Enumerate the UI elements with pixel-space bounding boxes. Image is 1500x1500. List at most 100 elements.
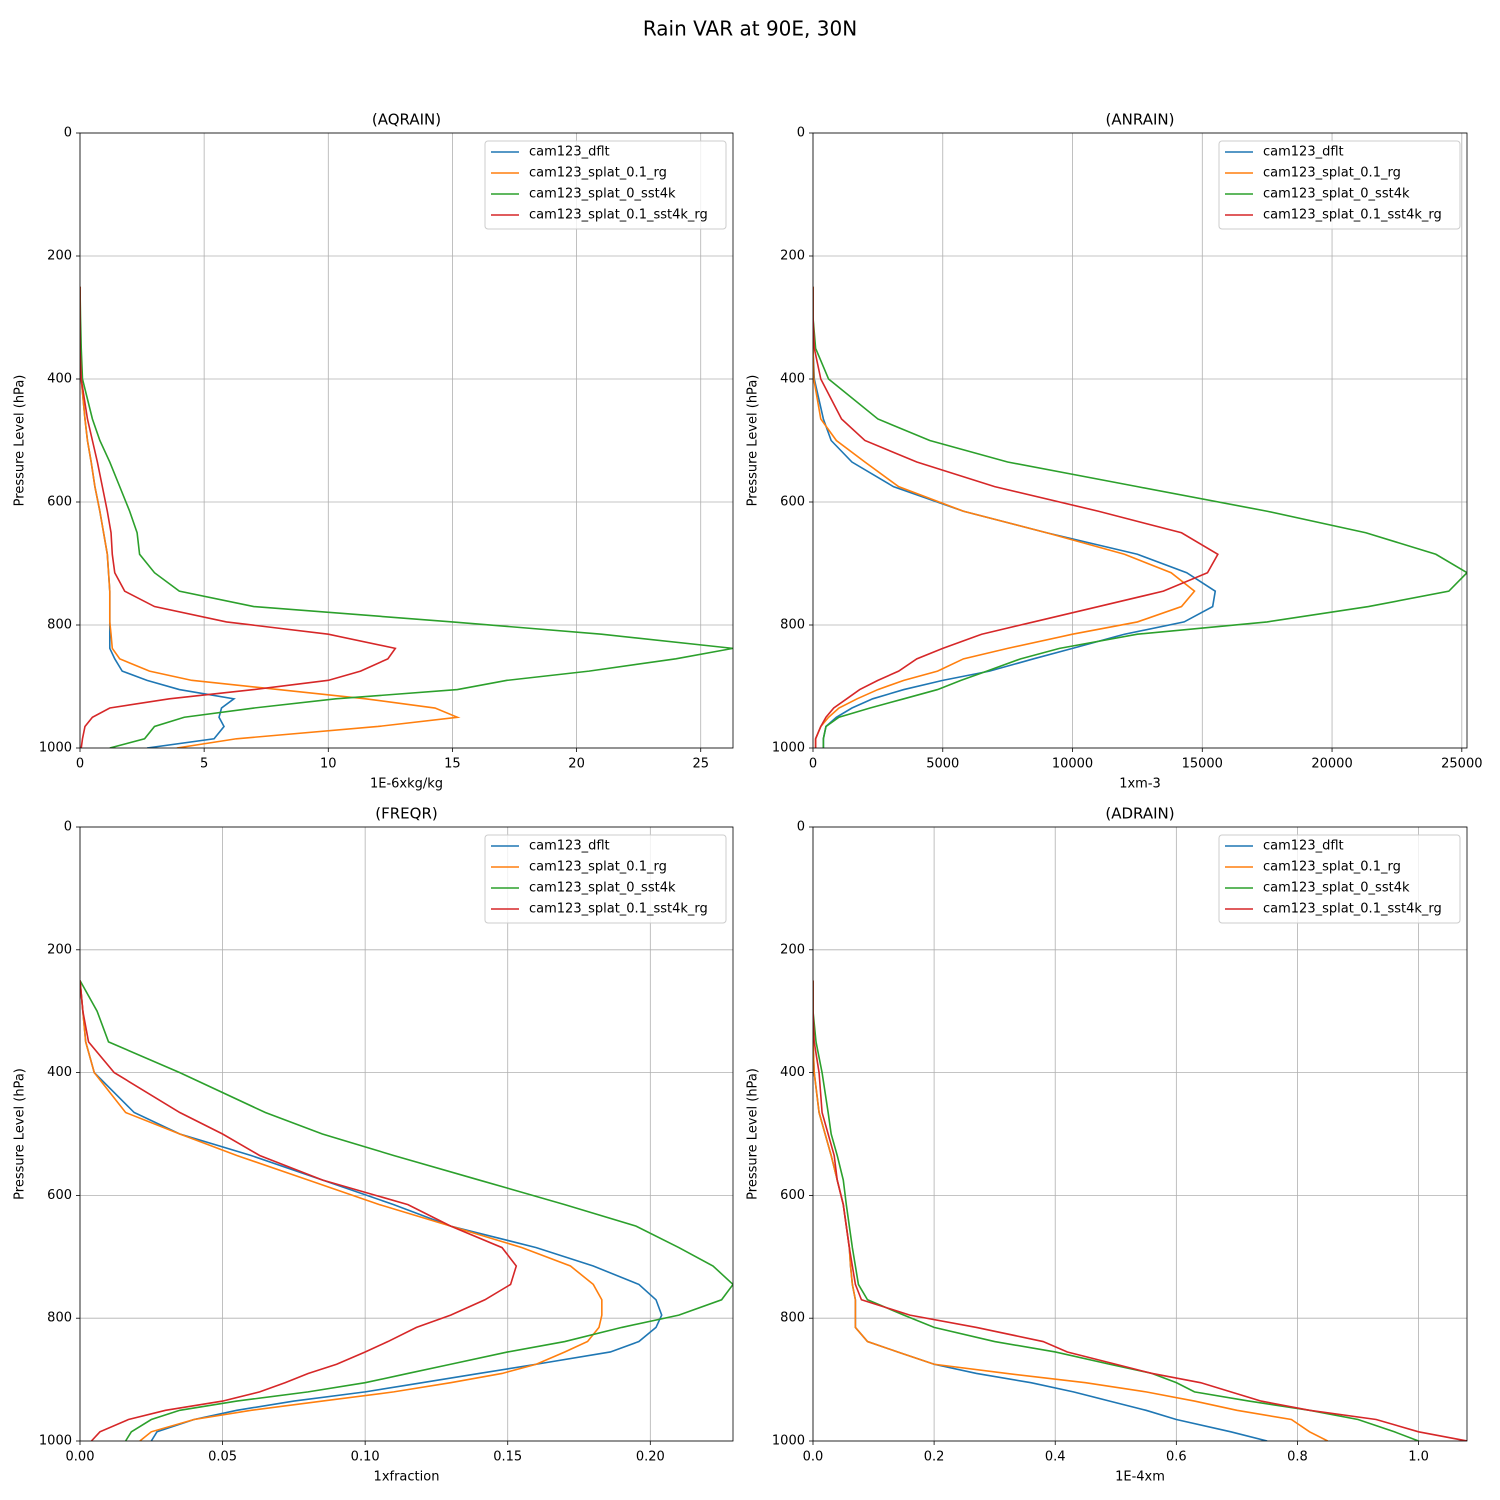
y-tick-label: 400 — [47, 1065, 72, 1080]
plot-area — [80, 286, 733, 748]
subplot-title: (FREQR) — [375, 805, 437, 823]
x-tick-label: 5 — [200, 757, 208, 772]
legend-label: cam123_dflt — [529, 839, 610, 854]
data-line — [813, 980, 1467, 1441]
legend-label: cam123_splat_0.1_rg — [529, 860, 667, 875]
y-tick-label: 1000 — [39, 1434, 72, 1449]
plot-area — [813, 980, 1467, 1441]
axes-frame — [79, 826, 734, 1442]
legend-label: cam123_splat_0.1_sst4k_rg — [529, 902, 708, 917]
x-tick-label: 0.00 — [66, 1450, 95, 1465]
x-tick-label: 10000 — [1052, 757, 1093, 772]
data-line — [813, 286, 1467, 748]
y-tick-label: 0 — [64, 126, 72, 141]
x-axis-label: 1xm-3 — [1119, 777, 1161, 792]
data-line — [80, 286, 733, 748]
data-line — [80, 286, 236, 748]
y-tick-label: 800 — [780, 1311, 805, 1326]
legend-label: cam123_dflt — [1263, 145, 1344, 160]
legend-box — [484, 834, 727, 924]
subplot: 0.0 0.2 0.4 0.6 0.8 1.0 0 200 400 600 800 1000 (ADRA… — [746, 805, 1468, 1485]
axes-frame — [812, 826, 1468, 1442]
y-tick-label: 1000 — [772, 741, 805, 756]
y-tick-label: 0 — [797, 126, 805, 141]
y-tick-label: 400 — [47, 372, 72, 387]
y-axis-label: Pressure Level (hPa) — [746, 1068, 761, 1200]
y-tick-label: 400 — [780, 1065, 805, 1080]
y-axis-label: Pressure Level (hPa) — [13, 375, 28, 507]
data-line — [813, 980, 1329, 1441]
x-tick-label: 20 — [568, 757, 585, 772]
x-tick-label: 20000 — [1311, 757, 1352, 772]
legend-label: cam123_splat_0.1_sst4k_rg — [529, 208, 708, 223]
legend-box — [484, 140, 727, 230]
data-line — [813, 286, 1196, 748]
legend: cam123_dflt cam123_splat_0.1_rg cam123_spl… — [484, 140, 727, 230]
x-tick-label: 0.0 — [803, 1450, 824, 1465]
y-tick-label: 0 — [797, 820, 805, 835]
x-tick-label: 0.4 — [1045, 1450, 1066, 1465]
data-line — [80, 980, 603, 1441]
y-tick-label: 800 — [47, 1311, 72, 1326]
plot-area — [813, 286, 1467, 748]
data-line — [813, 286, 1217, 748]
legend: cam123_dflt cam123_splat_0.1_rg cam123_spl… — [1218, 834, 1461, 924]
legend-label: cam123_dflt — [1263, 839, 1344, 854]
legend-label: cam123_splat_0.1_sst4k_rg — [1263, 208, 1442, 223]
x-axis-label: 1xfraction — [374, 1470, 440, 1485]
axes-frame — [79, 132, 734, 749]
y-tick-label: 200 — [780, 249, 805, 264]
legend-label: cam123_splat_0_sst4k — [1263, 187, 1410, 202]
y-tick-label: 1000 — [772, 1434, 805, 1449]
x-tick-label: 0.20 — [636, 1450, 665, 1465]
x-tick-label: 0.05 — [208, 1450, 237, 1465]
legend-label: cam123_splat_0_sst4k — [529, 187, 676, 202]
x-tick-label: 25000 — [1441, 757, 1482, 772]
data-line — [80, 286, 397, 748]
y-axis-label: Pressure Level (hPa) — [13, 1068, 28, 1200]
data-line — [813, 286, 1219, 748]
y-tick-label: 200 — [780, 942, 805, 957]
legend-label: cam123_splat_0.1_sst4k_rg — [1263, 902, 1442, 917]
y-tick-label: 600 — [47, 1188, 72, 1203]
y-axis-label: Pressure Level (hPa) — [746, 375, 761, 507]
y-tick-label: 200 — [47, 942, 72, 957]
legend-label: cam123_splat_0.1_rg — [529, 166, 667, 181]
data-line — [80, 980, 733, 1441]
legend-label: cam123_splat_0.1_rg — [1263, 860, 1401, 875]
data-line — [813, 980, 1419, 1441]
figure-title: Rain VAR at 90E, 30N — [643, 17, 857, 41]
legend: cam123_dflt cam123_splat_0.1_rg cam123_spl… — [484, 834, 727, 924]
data-line — [80, 980, 663, 1441]
legend-label: cam123_splat_0_sst4k — [529, 881, 676, 896]
axes-frame — [812, 132, 1468, 749]
legend-label: cam123_dflt — [529, 145, 610, 160]
subplot-title: (AQRAIN) — [372, 111, 441, 129]
y-tick-label: 800 — [47, 618, 72, 633]
legend-label: cam123_splat_0.1_rg — [1263, 166, 1401, 181]
x-axis-label: 1E-4xm — [1115, 1470, 1165, 1485]
data-line — [80, 980, 518, 1441]
y-tick-label: 800 — [780, 618, 805, 633]
x-tick-label: 25 — [692, 757, 709, 772]
x-tick-label: 1.0 — [1408, 1450, 1429, 1465]
x-axis-label: 1E-6xkg/kg — [370, 777, 443, 792]
x-tick-label: 10 — [320, 757, 337, 772]
x-tick-label: 0 — [809, 757, 817, 772]
y-tick-label: 600 — [780, 495, 805, 510]
y-tick-label: 600 — [780, 1188, 805, 1203]
data-line — [813, 980, 1268, 1441]
x-tick-label: 15000 — [1182, 757, 1223, 772]
subplot-title: (ADRAIN) — [1105, 805, 1174, 823]
plot-area — [80, 980, 733, 1441]
x-tick-label: 0.15 — [493, 1450, 522, 1465]
legend-box — [1218, 834, 1461, 924]
y-tick-label: 0 — [64, 820, 72, 835]
y-tick-label: 400 — [780, 372, 805, 387]
subplot: 0 5 10 15 20 25 0 200 400 600 800 1000 (AQRAIN) 1E-6x… — [13, 111, 734, 792]
y-tick-label: 200 — [47, 249, 72, 264]
x-tick-label: 0.10 — [351, 1450, 380, 1465]
subplot-title: (ANRAIN) — [1106, 111, 1175, 129]
x-tick-label: 0.8 — [1287, 1450, 1308, 1465]
